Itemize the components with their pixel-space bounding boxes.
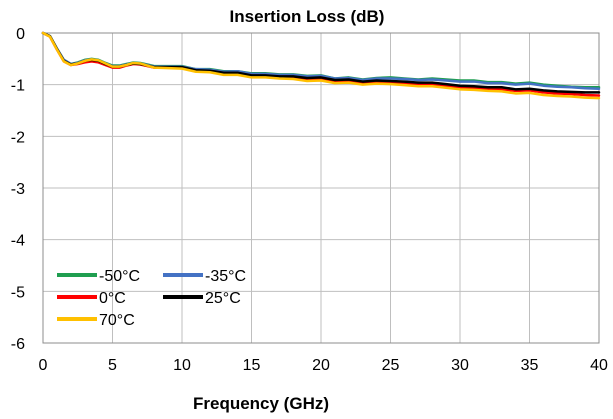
legend-label-1: -35°C bbox=[205, 268, 246, 285]
y-tick-label: -5 bbox=[11, 284, 25, 301]
x-tick-label: 10 bbox=[173, 357, 191, 374]
legend: -50°C -35°C 0°C 25°C 70°C bbox=[57, 268, 246, 329]
chart-title: Insertion Loss (dB) bbox=[230, 7, 385, 26]
legend-label-3: 25°C bbox=[205, 290, 241, 307]
x-tick-label: 15 bbox=[243, 357, 261, 374]
series-lines bbox=[41, 31, 601, 100]
legend-label-2: 0°C bbox=[99, 290, 126, 307]
y-tick-label: -6 bbox=[11, 336, 25, 353]
x-tick-label: 20 bbox=[312, 357, 330, 374]
y-axis-ticks: 0 -1 -2 -3 -4 -5 -6 bbox=[11, 26, 25, 353]
y-tick-label: 0 bbox=[16, 26, 25, 43]
x-tick-label: 40 bbox=[590, 357, 608, 374]
plot-area-frame bbox=[42, 32, 600, 344]
x-tick-label: 25 bbox=[382, 357, 400, 374]
y-tick-label: -1 bbox=[11, 78, 25, 95]
y-tick-label: -2 bbox=[11, 129, 25, 146]
x-tick-label: 5 bbox=[108, 357, 117, 374]
legend-label-4: 70°C bbox=[99, 312, 135, 329]
x-tick-label: 30 bbox=[451, 357, 469, 374]
y-tick-label: -3 bbox=[11, 181, 25, 198]
x-tick-label: 0 bbox=[39, 357, 48, 374]
x-axis-label: Frequency (GHz) bbox=[193, 394, 329, 413]
legend-label-0: -50°C bbox=[99, 268, 140, 285]
series-line-4 bbox=[41, 31, 601, 100]
x-tick-label: 35 bbox=[521, 357, 539, 374]
x-axis-ticks: 0 5 10 15 20 25 30 35 40 bbox=[39, 357, 608, 374]
y-tick-label: -4 bbox=[11, 233, 25, 250]
